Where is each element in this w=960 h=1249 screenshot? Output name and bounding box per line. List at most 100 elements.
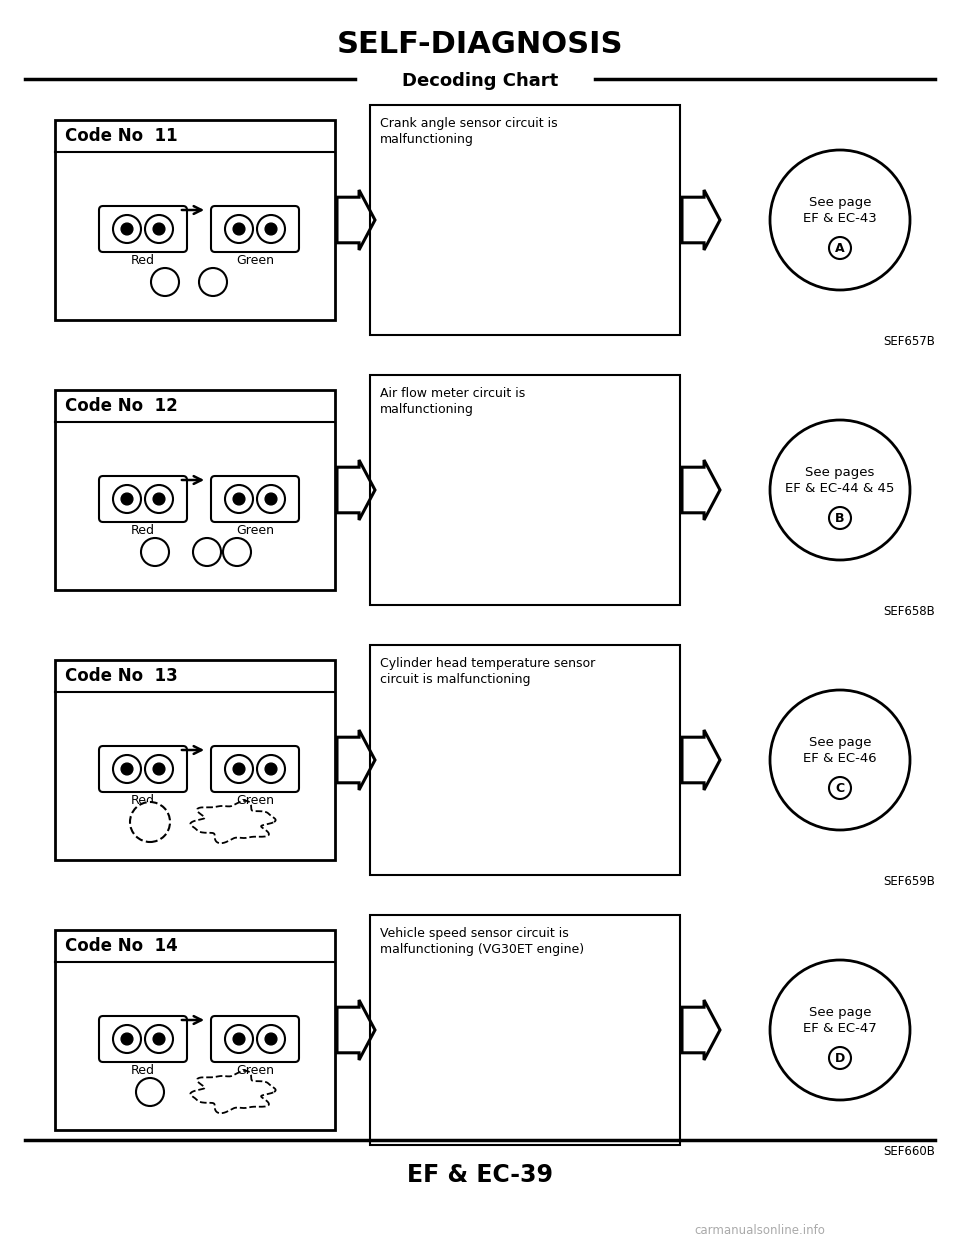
Circle shape (770, 150, 910, 290)
Text: SEF660B: SEF660B (883, 1145, 935, 1158)
Circle shape (829, 237, 851, 259)
Circle shape (265, 1033, 276, 1045)
Text: SEF659B: SEF659B (883, 876, 935, 888)
Circle shape (770, 420, 910, 560)
Circle shape (233, 1033, 245, 1045)
Text: See page: See page (808, 196, 872, 209)
Text: malfunctioning: malfunctioning (380, 403, 474, 416)
Text: Code No  11: Code No 11 (65, 127, 178, 145)
Circle shape (121, 1033, 132, 1045)
Circle shape (154, 1033, 165, 1045)
Circle shape (829, 507, 851, 530)
Circle shape (121, 224, 132, 235)
Text: carmanualsonline.info: carmanualsonline.info (695, 1224, 826, 1237)
Text: D: D (835, 1052, 845, 1064)
Text: EF & EC-46: EF & EC-46 (804, 752, 876, 766)
Text: malfunctioning: malfunctioning (380, 132, 474, 146)
Text: Air flow meter circuit is: Air flow meter circuit is (380, 387, 525, 400)
Circle shape (199, 269, 227, 296)
Circle shape (154, 763, 165, 774)
Circle shape (145, 1025, 173, 1053)
Circle shape (223, 538, 251, 566)
Bar (370, 105, 680, 335)
Circle shape (154, 493, 165, 505)
Circle shape (113, 1025, 141, 1053)
Circle shape (225, 754, 253, 783)
Circle shape (265, 224, 276, 235)
Circle shape (829, 1047, 851, 1069)
Circle shape (113, 485, 141, 513)
Text: SELF-DIAGNOSIS: SELF-DIAGNOSIS (337, 30, 623, 59)
Text: A: A (835, 241, 845, 255)
Circle shape (154, 224, 165, 235)
Circle shape (136, 1078, 164, 1107)
Text: Vehicle speed sensor circuit is: Vehicle speed sensor circuit is (380, 927, 568, 940)
Circle shape (225, 1025, 253, 1053)
Text: Cylinder head temperature sensor: Cylinder head temperature sensor (380, 657, 595, 669)
Circle shape (233, 493, 245, 505)
FancyBboxPatch shape (99, 746, 187, 792)
Circle shape (121, 763, 132, 774)
Circle shape (265, 763, 276, 774)
Text: See pages: See pages (805, 466, 875, 480)
Circle shape (233, 224, 245, 235)
FancyBboxPatch shape (99, 1015, 187, 1062)
Text: Crank angle sensor circuit is: Crank angle sensor circuit is (380, 117, 558, 130)
Text: See page: See page (808, 736, 872, 749)
Circle shape (225, 485, 253, 513)
Bar (55, 390, 335, 590)
Text: See page: See page (808, 1005, 872, 1019)
Circle shape (145, 485, 173, 513)
FancyBboxPatch shape (99, 476, 187, 522)
FancyBboxPatch shape (99, 206, 187, 252)
Text: Green: Green (236, 794, 274, 807)
Bar (55, 931, 335, 1130)
Circle shape (257, 754, 285, 783)
Text: Red: Red (131, 525, 155, 537)
Circle shape (770, 960, 910, 1100)
Bar (55, 659, 335, 861)
Text: Code No  14: Code No 14 (65, 937, 178, 955)
Circle shape (257, 1025, 285, 1053)
Text: SEF658B: SEF658B (883, 605, 935, 618)
Text: Red: Red (131, 794, 155, 807)
Bar (55, 120, 335, 320)
Circle shape (145, 215, 173, 244)
Text: EF & EC-44 & 45: EF & EC-44 & 45 (785, 482, 895, 495)
Bar (370, 375, 680, 605)
Circle shape (257, 485, 285, 513)
Bar (370, 644, 680, 876)
FancyBboxPatch shape (211, 476, 299, 522)
Circle shape (145, 754, 173, 783)
Text: Red: Red (131, 254, 155, 267)
Circle shape (265, 493, 276, 505)
Circle shape (233, 763, 245, 774)
Circle shape (770, 689, 910, 831)
Text: Red: Red (131, 1064, 155, 1077)
Circle shape (113, 754, 141, 783)
Circle shape (151, 269, 179, 296)
Circle shape (829, 777, 851, 799)
Text: EF & EC-47: EF & EC-47 (804, 1022, 876, 1035)
Text: Code No  12: Code No 12 (65, 397, 178, 415)
Text: EF & EC-43: EF & EC-43 (804, 212, 876, 225)
Text: Green: Green (236, 525, 274, 537)
Circle shape (225, 215, 253, 244)
Text: circuit is malfunctioning: circuit is malfunctioning (380, 673, 531, 686)
FancyBboxPatch shape (211, 206, 299, 252)
Bar (370, 916, 680, 1145)
Circle shape (113, 215, 141, 244)
Text: SEF657B: SEF657B (883, 335, 935, 348)
Circle shape (193, 538, 221, 566)
Text: malfunctioning (VG30ET engine): malfunctioning (VG30ET engine) (380, 943, 584, 955)
FancyBboxPatch shape (211, 746, 299, 792)
Circle shape (121, 493, 132, 505)
Text: EF & EC-39: EF & EC-39 (407, 1163, 553, 1187)
Circle shape (130, 802, 170, 842)
Circle shape (141, 538, 169, 566)
Text: Decoding Chart: Decoding Chart (402, 72, 558, 90)
Text: Code No  13: Code No 13 (65, 667, 178, 684)
Circle shape (257, 215, 285, 244)
Text: C: C (835, 782, 845, 794)
Text: Green: Green (236, 1064, 274, 1077)
